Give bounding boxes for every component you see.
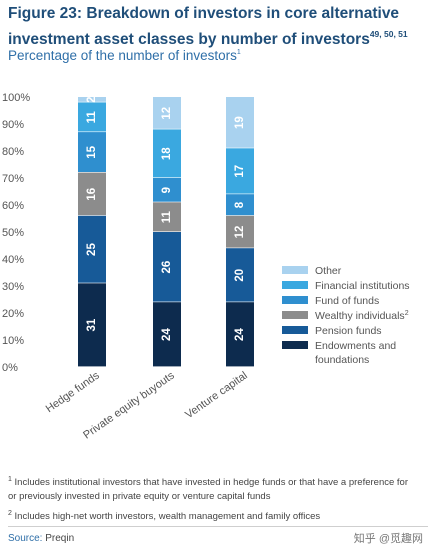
y-tick-label: 80%: [2, 146, 24, 158]
category-label: Venture capital: [183, 370, 250, 422]
bar-segment: [226, 302, 254, 367]
y-tick-label: 10%: [2, 335, 24, 347]
legend-label: Wealthy individuals2: [315, 310, 409, 322]
footnote-1: 1 Includes institutional investors that …: [8, 476, 408, 502]
source-note: Source: Preqin: [8, 533, 75, 544]
y-tick-label: 40%: [2, 254, 24, 266]
data-label: 8: [234, 201, 246, 208]
y-tick-label: 0%: [2, 362, 18, 374]
bar-segment: [153, 232, 181, 302]
y-tick-label: 30%: [2, 281, 24, 293]
legend-swatch: [282, 341, 308, 349]
bar-segment: [78, 102, 106, 132]
data-label: 15: [86, 145, 98, 158]
legend-swatch: [282, 281, 308, 289]
y-tick-label: 90%: [2, 119, 24, 131]
data-label: 9: [161, 187, 173, 193]
y-tick-label: 100%: [2, 92, 30, 104]
title-references: 49, 50, 51: [369, 29, 408, 39]
data-label: 11: [161, 210, 173, 223]
legend-label: Fund of funds: [315, 295, 379, 307]
category-label: Hedge funds: [44, 369, 102, 415]
bar-segment: [78, 172, 106, 216]
legend-swatch: [282, 296, 308, 304]
bars: 31 25 16 15 11 2 24 26 11 9 18 12 24 20 12 8 17 19: [78, 96, 254, 367]
bar-segment: [153, 178, 181, 202]
legend-swatch: [282, 326, 308, 334]
bar-segment: [226, 148, 254, 194]
stacked-bar-chart: 0% 10% 20% 30% 40% 50% 60% 70% 80% 90% 100% 31 25 16…: [2, 92, 410, 442]
data-label: 17: [234, 165, 246, 178]
footnote-2: 2 Includes high-net worth investors, wea…: [8, 510, 321, 522]
data-label: 24: [234, 328, 246, 341]
bar-segment: [153, 202, 181, 232]
divider: [8, 526, 428, 527]
data-label: 12: [161, 107, 173, 120]
data-label: 24: [161, 328, 173, 341]
y-tick-label: 70%: [2, 173, 24, 185]
data-label: 2: [86, 96, 98, 102]
y-tick-label: 60%: [2, 200, 24, 212]
data-label: 11: [86, 111, 98, 124]
y-tick-label: 50%: [2, 227, 24, 239]
y-axis: 0% 10% 20% 30% 40% 50% 60% 70% 80% 90% 100%: [2, 92, 30, 374]
legend-label: Endowments and foundations: [315, 340, 396, 366]
data-label: 31: [86, 318, 98, 331]
data-label: 16: [86, 188, 98, 201]
subtitle-reference: 1: [236, 49, 241, 56]
bar-segment: [226, 97, 254, 148]
bar-segment: [78, 97, 106, 102]
bar-segment: [153, 129, 181, 178]
legend-label: Financial institutions: [315, 280, 410, 292]
legend-swatch: [282, 311, 308, 319]
bar-segment: [153, 302, 181, 367]
legend-label: Other: [315, 265, 342, 277]
bar-segment: [226, 194, 254, 216]
legend: Other Financial institutions Fund of funds…: [282, 265, 410, 366]
bar-segment: [78, 215, 106, 283]
bar-segment: [226, 248, 254, 302]
bar-segment: [78, 132, 106, 172]
legend-swatch: [282, 266, 308, 274]
legend-label: Pension funds: [315, 325, 382, 337]
chart-subtitle: Percentage of the number of investors1: [8, 48, 241, 63]
y-tick-label: 20%: [2, 308, 24, 320]
data-label: 19: [234, 116, 246, 129]
data-label: 20: [234, 269, 246, 282]
watermark: 知乎 @觅趣网: [353, 533, 423, 545]
chart-title: Figure 23: Breakdown of investors in cor…: [8, 5, 408, 48]
bar-segment: [153, 97, 181, 129]
data-label: 18: [161, 147, 173, 160]
data-label: 26: [161, 261, 173, 274]
bar-segment: [226, 215, 254, 248]
data-label: 25: [86, 243, 98, 256]
data-label: 12: [234, 226, 246, 239]
bar-segment: [78, 283, 106, 367]
